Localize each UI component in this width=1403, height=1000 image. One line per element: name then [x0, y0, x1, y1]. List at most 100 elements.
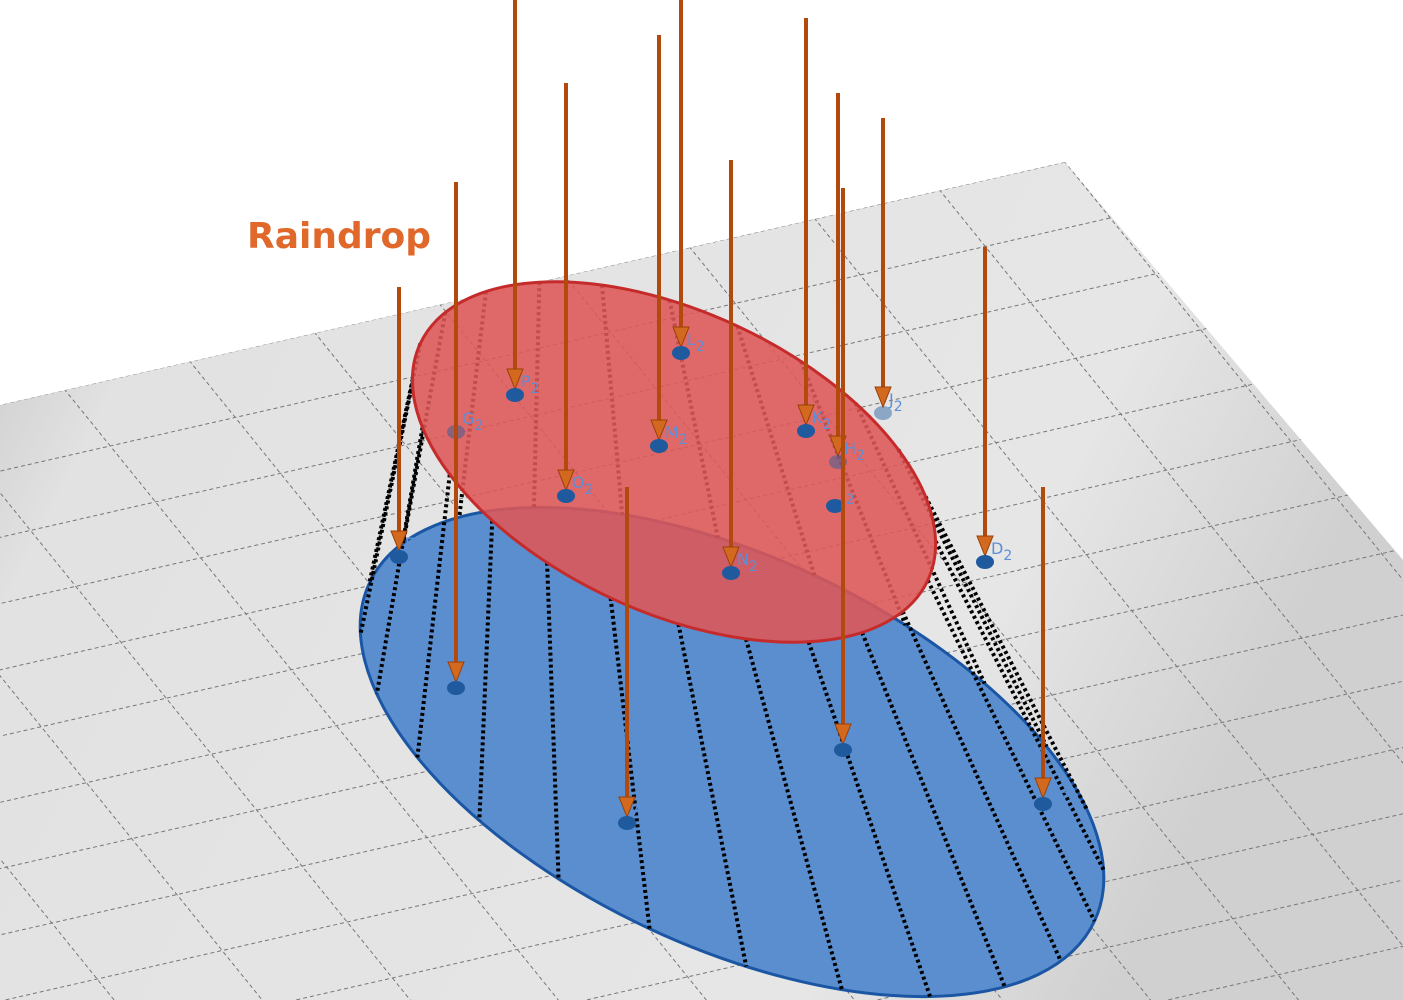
point-letter: E: [462, 665, 472, 684]
arrow-head: [390, 530, 408, 553]
point-label: H2: [844, 439, 865, 464]
generator: [900, 610, 1063, 962]
point-label: M2: [665, 423, 688, 448]
grid-line: [0, 162, 1403, 959]
generator: [608, 597, 652, 929]
point-letter: O: [572, 473, 585, 492]
point-label: A2: [633, 800, 653, 825]
point-label: B2: [849, 727, 869, 752]
grid-line: [0, 162, 1403, 287]
arrow-head: [618, 796, 636, 819]
point-subscript: 2: [472, 674, 481, 690]
point-subscript: 2: [860, 736, 869, 752]
generator: [477, 520, 495, 821]
arrow-head: [672, 326, 690, 349]
point-letter: B: [849, 727, 860, 746]
point-label: F2: [405, 534, 423, 559]
point-label: O2: [572, 473, 594, 498]
point-letter: L: [687, 330, 696, 349]
point: [722, 566, 740, 580]
point-label: P2: [521, 372, 540, 397]
grid-line: [0, 0, 1403, 62]
point-subscript: 2: [1003, 548, 1012, 564]
point-subscript: 2: [644, 809, 653, 825]
point-label: J2: [888, 390, 903, 415]
point: [826, 499, 844, 513]
grid-line: [0, 0, 1403, 118]
point: [874, 406, 892, 420]
point-subscript: 2: [894, 399, 903, 415]
point: [618, 816, 636, 830]
generator: [806, 641, 932, 998]
generator: [860, 631, 1007, 988]
generator: [744, 638, 844, 991]
point-label: L2: [687, 330, 705, 355]
arrow-head: [650, 419, 668, 442]
point-letter: C: [1049, 781, 1060, 800]
grid-line: [0, 162, 1403, 231]
grid-line: [0, 0, 1403, 6]
arrow-head: [557, 469, 575, 492]
point-label: G2: [462, 409, 483, 434]
point: [797, 424, 815, 438]
arrow-head: [1034, 777, 1052, 800]
point-subscript: 2: [823, 417, 832, 433]
point-subscript: 2: [679, 432, 688, 448]
point-subscript: 2: [749, 559, 758, 575]
arrow-head: [874, 386, 892, 409]
title: Raindrop: [247, 216, 431, 257]
point-label: K2: [812, 408, 831, 433]
point-letter: M: [665, 423, 679, 442]
point: [650, 439, 668, 453]
point-subscript: 2: [856, 448, 865, 464]
arrow-head: [834, 723, 852, 746]
point-label: E2: [462, 665, 481, 690]
point: [447, 681, 465, 695]
point-subscript: 2: [846, 492, 855, 508]
point: [976, 555, 994, 569]
point-letter: A: [633, 800, 644, 819]
point-letter: P: [521, 372, 531, 391]
point: [390, 550, 408, 564]
generator: [545, 562, 561, 880]
arrow-head: [447, 661, 465, 684]
point: [506, 388, 524, 402]
point-subscript: 2: [414, 543, 423, 559]
arrows: P2L2G2M2K2J2H2O2I2F2D2N2E2B2A2C2: [390, 0, 1069, 830]
point-label: C2: [1049, 781, 1069, 806]
grid-line: [0, 162, 1403, 903]
arrow-head: [976, 535, 994, 558]
point-subscript: 2: [696, 339, 705, 355]
point-subscript: 2: [531, 381, 540, 397]
grid-line: [0, 162, 1403, 175]
arrow-head: [722, 546, 740, 569]
point-letter: D: [991, 539, 1003, 558]
point: [834, 743, 852, 757]
point-letter: H: [844, 439, 856, 458]
point-subscript: 2: [585, 482, 594, 498]
point-letter: N: [737, 550, 749, 569]
point-letter: G: [462, 409, 474, 428]
generator: [676, 623, 749, 967]
point-label: D2: [991, 539, 1012, 564]
point-label: N2: [737, 550, 758, 575]
arrow-head: [797, 404, 815, 427]
generator: [367, 343, 423, 584]
point-letter: F: [405, 534, 414, 553]
point-subscript: 2: [474, 418, 483, 434]
generator: [933, 540, 1106, 871]
arrow-head: [506, 368, 524, 391]
generator: [923, 495, 1089, 811]
point: [672, 346, 690, 360]
point-letter: J: [888, 390, 894, 409]
point-subscript: 2: [1060, 790, 1069, 806]
point: [557, 489, 575, 503]
point: [1034, 797, 1052, 811]
